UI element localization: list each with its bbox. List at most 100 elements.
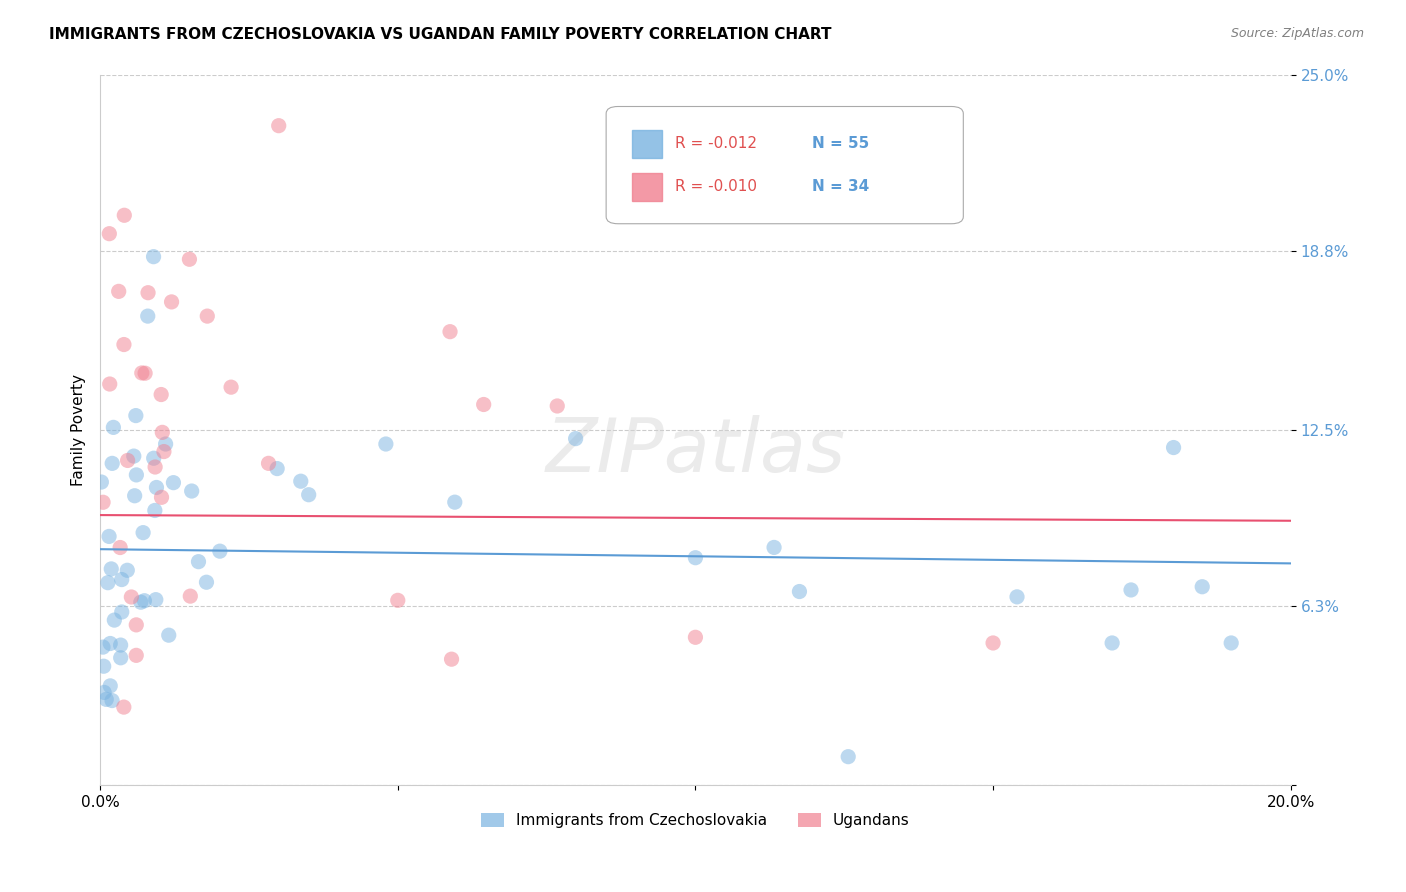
Point bbox=[112, 208, 135, 222]
Point bbox=[136, 285, 159, 300]
Point bbox=[298, 488, 321, 502]
Point bbox=[93, 659, 115, 673]
Point bbox=[266, 461, 288, 475]
Text: R = -0.010: R = -0.010 bbox=[675, 179, 758, 194]
Point bbox=[257, 456, 280, 470]
Point bbox=[103, 420, 125, 434]
Point bbox=[110, 638, 132, 652]
Point bbox=[91, 495, 114, 509]
Point bbox=[387, 593, 409, 607]
Point bbox=[117, 453, 139, 467]
Point bbox=[98, 529, 121, 543]
Point bbox=[179, 252, 201, 267]
Point bbox=[155, 437, 177, 451]
Text: ZIPatlas: ZIPatlas bbox=[546, 415, 845, 487]
Point bbox=[443, 495, 465, 509]
Point bbox=[142, 451, 165, 466]
Point bbox=[108, 541, 131, 555]
Point bbox=[153, 444, 176, 458]
Point bbox=[290, 474, 312, 488]
Point bbox=[136, 309, 159, 323]
Point bbox=[131, 366, 153, 380]
Point bbox=[150, 387, 173, 401]
Point bbox=[98, 636, 121, 650]
Point bbox=[1101, 636, 1123, 650]
Text: N = 34: N = 34 bbox=[813, 179, 869, 194]
Point bbox=[789, 584, 811, 599]
Bar bbox=[633, 172, 662, 201]
Point bbox=[134, 593, 156, 607]
Y-axis label: Family Poverty: Family Poverty bbox=[72, 374, 86, 486]
Point bbox=[96, 692, 118, 706]
Point bbox=[472, 397, 495, 411]
Point bbox=[208, 544, 231, 558]
Point bbox=[439, 325, 461, 339]
Point bbox=[219, 380, 242, 394]
Point bbox=[111, 573, 134, 587]
Point bbox=[981, 636, 1004, 650]
Point bbox=[180, 483, 202, 498]
Point bbox=[685, 630, 707, 644]
Point bbox=[1191, 580, 1213, 594]
Point bbox=[160, 294, 183, 309]
Point bbox=[112, 700, 135, 714]
Point bbox=[125, 467, 148, 482]
Point bbox=[134, 366, 156, 380]
Text: R = -0.012: R = -0.012 bbox=[675, 136, 758, 151]
FancyBboxPatch shape bbox=[606, 106, 963, 224]
Point bbox=[98, 679, 121, 693]
Point bbox=[125, 618, 148, 632]
Point bbox=[440, 652, 463, 666]
Point bbox=[93, 685, 115, 699]
Point bbox=[101, 693, 124, 707]
Point bbox=[103, 613, 125, 627]
Point bbox=[100, 562, 122, 576]
Point bbox=[150, 491, 173, 505]
Point bbox=[1220, 636, 1243, 650]
Point bbox=[125, 648, 148, 663]
Bar bbox=[633, 130, 662, 159]
Point bbox=[179, 589, 201, 603]
Point bbox=[132, 525, 155, 540]
Point bbox=[143, 460, 166, 475]
Point bbox=[112, 337, 135, 351]
Point bbox=[1005, 590, 1028, 604]
Text: N = 55: N = 55 bbox=[813, 136, 869, 151]
Point bbox=[117, 563, 139, 577]
Text: IMMIGRANTS FROM CZECHOSLOVAKIA VS UGANDAN FAMILY POVERTY CORRELATION CHART: IMMIGRANTS FROM CZECHOSLOVAKIA VS UGANDA… bbox=[49, 27, 832, 42]
Text: Source: ZipAtlas.com: Source: ZipAtlas.com bbox=[1230, 27, 1364, 40]
Point bbox=[122, 449, 145, 463]
Point bbox=[564, 432, 586, 446]
Point bbox=[763, 541, 786, 555]
Point bbox=[110, 650, 132, 665]
Point bbox=[91, 640, 114, 654]
Point bbox=[90, 475, 112, 489]
Point bbox=[195, 575, 218, 590]
Point bbox=[195, 309, 218, 323]
Point bbox=[1119, 582, 1142, 597]
Point bbox=[120, 590, 142, 604]
Point bbox=[150, 425, 173, 440]
Point bbox=[546, 399, 568, 413]
Point bbox=[157, 628, 180, 642]
Point bbox=[101, 456, 124, 470]
Point bbox=[98, 227, 121, 241]
Point bbox=[97, 575, 120, 590]
Point bbox=[142, 250, 165, 264]
Point bbox=[125, 409, 148, 423]
Point bbox=[267, 119, 290, 133]
Point bbox=[187, 555, 209, 569]
Point bbox=[124, 489, 146, 503]
Point bbox=[162, 475, 184, 490]
Point bbox=[107, 285, 129, 299]
Legend: Immigrants from Czechoslovakia, Ugandans: Immigrants from Czechoslovakia, Ugandans bbox=[475, 807, 915, 834]
Point bbox=[129, 595, 152, 609]
Point bbox=[374, 437, 396, 451]
Point bbox=[1163, 441, 1185, 455]
Point bbox=[145, 480, 167, 494]
Point bbox=[98, 377, 121, 392]
Point bbox=[837, 749, 859, 764]
Point bbox=[143, 503, 166, 517]
Point bbox=[685, 550, 707, 565]
Point bbox=[145, 592, 167, 607]
